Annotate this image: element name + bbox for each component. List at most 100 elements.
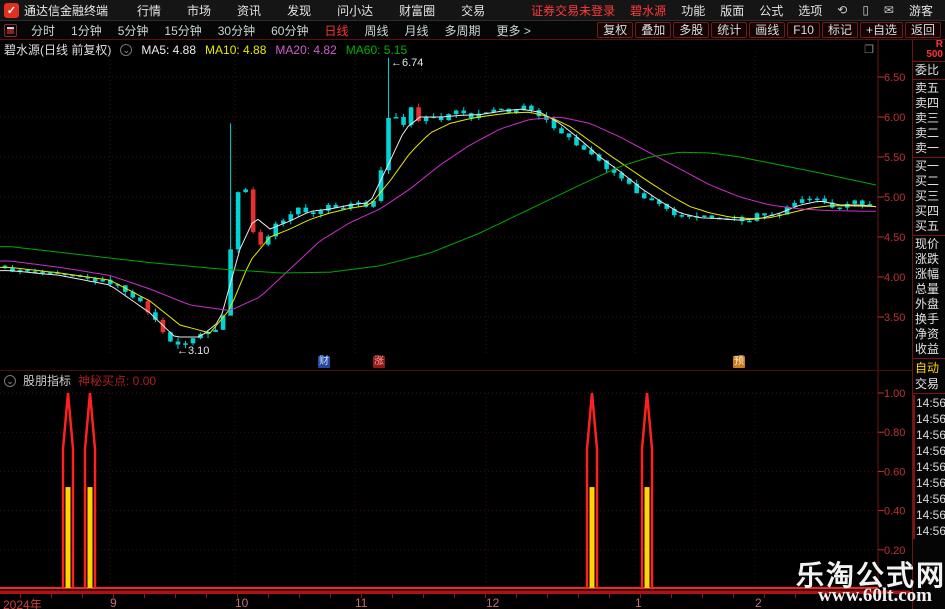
main-chart-panel: 碧水源(日线 前复权) ⌄ MA5: 4.88 MA10: 4.88 MA20: 4… xyxy=(0,40,912,370)
watermark-site-url: www.60lt.com xyxy=(818,585,932,606)
axis-tick xyxy=(702,594,703,598)
sidebar-action[interactable]: 交易 xyxy=(915,377,940,391)
menu-item[interactable]: 公式 xyxy=(759,3,784,18)
period-tab[interactable]: 日线 xyxy=(324,23,349,38)
period-tab[interactable]: 60分钟 xyxy=(271,23,309,38)
indicator-name[interactable]: 股朋指标 xyxy=(23,374,72,388)
chart-header: 碧水源(日线 前复权) ⌄ MA5: 4.88 MA10: 4.88 MA20: 4… xyxy=(4,41,407,58)
sidebar-divider xyxy=(913,235,945,236)
period-tab[interactable]: 15分钟 xyxy=(164,23,202,38)
price-axis-label: 4.50 xyxy=(884,232,905,244)
chevron-down-icon[interactable]: ⌄ xyxy=(4,374,16,387)
axis-tick xyxy=(795,594,796,598)
axis-month-label: 1 xyxy=(635,596,642,609)
axis-tick xyxy=(51,594,52,598)
axis-month-label: 12 xyxy=(486,596,500,609)
period-tab[interactable]: 多周期 xyxy=(444,23,481,38)
sidebar-action[interactable]: 自动 xyxy=(915,361,940,375)
quote-row-label: 涨跌 xyxy=(915,252,940,266)
sidebar-divider xyxy=(913,393,945,394)
topbar-right: 证券交易未登录 碧水源 功能 版面 公式 选项 ⟲ ▯ ✉ 游客 xyxy=(531,2,945,19)
event-marker[interactable]: 财 xyxy=(318,356,330,368)
chevron-down-icon[interactable]: ⌄ xyxy=(120,43,133,56)
ma-value-label: MA10: 4.88 xyxy=(205,42,267,57)
price-axis-label: 5.00 xyxy=(884,192,905,204)
ma-lines-layer xyxy=(0,108,877,338)
sidebar-divider xyxy=(913,157,945,158)
menu-item[interactable]: 问小达 xyxy=(337,3,374,18)
axis-tick xyxy=(826,594,827,598)
quote-row-label: 卖二 xyxy=(915,126,940,140)
period-tab[interactable]: 月线 xyxy=(404,23,429,38)
period-tab[interactable]: 1分钟 xyxy=(71,23,102,38)
toolbar-button[interactable]: 复权 xyxy=(597,22,634,38)
axis-tick xyxy=(392,594,393,598)
axis-tick xyxy=(547,594,548,598)
toolbar-button[interactable]: 统计 xyxy=(711,22,748,38)
period-tab[interactable]: 周线 xyxy=(364,23,389,38)
chart-title: 碧水源(日线 前复权) xyxy=(4,43,112,57)
toolbar-button[interactable]: 返回 xyxy=(904,22,941,38)
menu-item[interactable]: 选项 xyxy=(798,3,823,18)
tick-time: 14:56 xyxy=(913,443,945,459)
toolbar-buttons: 复权 叠加 多股 统计 画线 F10 标记 +自选 返回 xyxy=(597,22,945,38)
event-marker[interactable]: 涨 xyxy=(373,356,385,368)
period-tab[interactable]: 更多 > xyxy=(496,23,531,38)
trade-login-status[interactable]: 证券交易未登录 xyxy=(531,3,616,18)
indicator-axis-label: 0.60 xyxy=(884,466,905,478)
axis-tick xyxy=(485,594,486,598)
quote-row-label: 净资 xyxy=(915,327,940,341)
menu-item[interactable]: 功能 xyxy=(681,3,706,18)
menu-item[interactable]: 版面 xyxy=(720,3,745,18)
axis-tick xyxy=(454,594,455,598)
main-chart-plot[interactable]: ←6.74 ←3.10 6.50 6.00 5.50 5.00 4.50 4.00 3.50 xyxy=(0,40,912,370)
axis-tick xyxy=(237,594,238,598)
mobile-icon[interactable]: ▯ xyxy=(862,3,869,17)
indicator-plot[interactable]: 1.00 0.80 0.60 0.40 0.20 xyxy=(0,371,912,593)
menu-item[interactable]: 行情 xyxy=(137,3,162,18)
period-tab[interactable]: 分时 xyxy=(31,23,56,38)
app-title: 通达信金融终端 xyxy=(24,3,109,18)
menu-item[interactable]: 市场 xyxy=(187,3,212,18)
toolbar-button[interactable]: 画线 xyxy=(749,22,786,38)
sidebar-divider xyxy=(913,79,945,80)
sidebar-r-badge: R xyxy=(935,40,943,50)
tick-time: 14:56 xyxy=(913,395,945,411)
quote-row-label: 总量 xyxy=(915,282,940,296)
menu-item[interactable]: 财富圈 xyxy=(399,3,436,18)
menu-item[interactable]: 交易 xyxy=(461,3,486,18)
quote-row-label: 买五 xyxy=(915,219,940,233)
current-stock-name[interactable]: 碧水源 xyxy=(630,3,667,18)
quote-row-label: 外盘 xyxy=(915,297,940,311)
axis-tick xyxy=(144,594,145,598)
date-axis[interactable]: 2024年 9 10 11 12 1 2 xyxy=(0,592,945,609)
toolbar-button[interactable]: 标记 xyxy=(821,22,858,38)
mini-chart-icon[interactable] xyxy=(4,23,17,37)
axis-month-label: 10 xyxy=(235,596,249,609)
period-tab[interactable]: 5分钟 xyxy=(117,23,149,38)
tick-time: 14:56 xyxy=(913,427,945,443)
axis-tick xyxy=(733,594,734,598)
menu-item[interactable]: 资讯 xyxy=(237,3,262,18)
event-marker[interactable]: 预 xyxy=(733,356,745,368)
quote-row-label: 买一 xyxy=(915,159,940,173)
tick-time: 14:56 xyxy=(913,507,945,523)
guest-label[interactable]: 游客 xyxy=(908,3,933,18)
toolbar-button[interactable]: 多股 xyxy=(673,22,710,38)
indicator-axis-label: 0.20 xyxy=(884,545,905,557)
refresh-icon[interactable]: ⟲ xyxy=(837,3,848,17)
panel-maximize-icon[interactable]: ❐ xyxy=(864,44,874,56)
quote-row-label: 卖三 xyxy=(915,111,940,125)
axis-tick xyxy=(330,594,331,598)
price-axis-label: 6.00 xyxy=(884,112,905,124)
toolbar-button[interactable]: 叠加 xyxy=(635,22,672,38)
toolbar-button[interactable]: +自选 xyxy=(859,22,903,38)
axis-tick xyxy=(609,594,610,598)
axis-tick xyxy=(206,594,207,598)
axis-year-label: 2024年 xyxy=(3,598,42,609)
menu-item[interactable]: 发现 xyxy=(287,3,312,18)
period-tab[interactable]: 30分钟 xyxy=(217,23,256,38)
toolbar-button[interactable]: F10 xyxy=(787,22,820,38)
mail-icon[interactable]: ✉ xyxy=(883,3,894,17)
axis-tick xyxy=(640,594,641,598)
